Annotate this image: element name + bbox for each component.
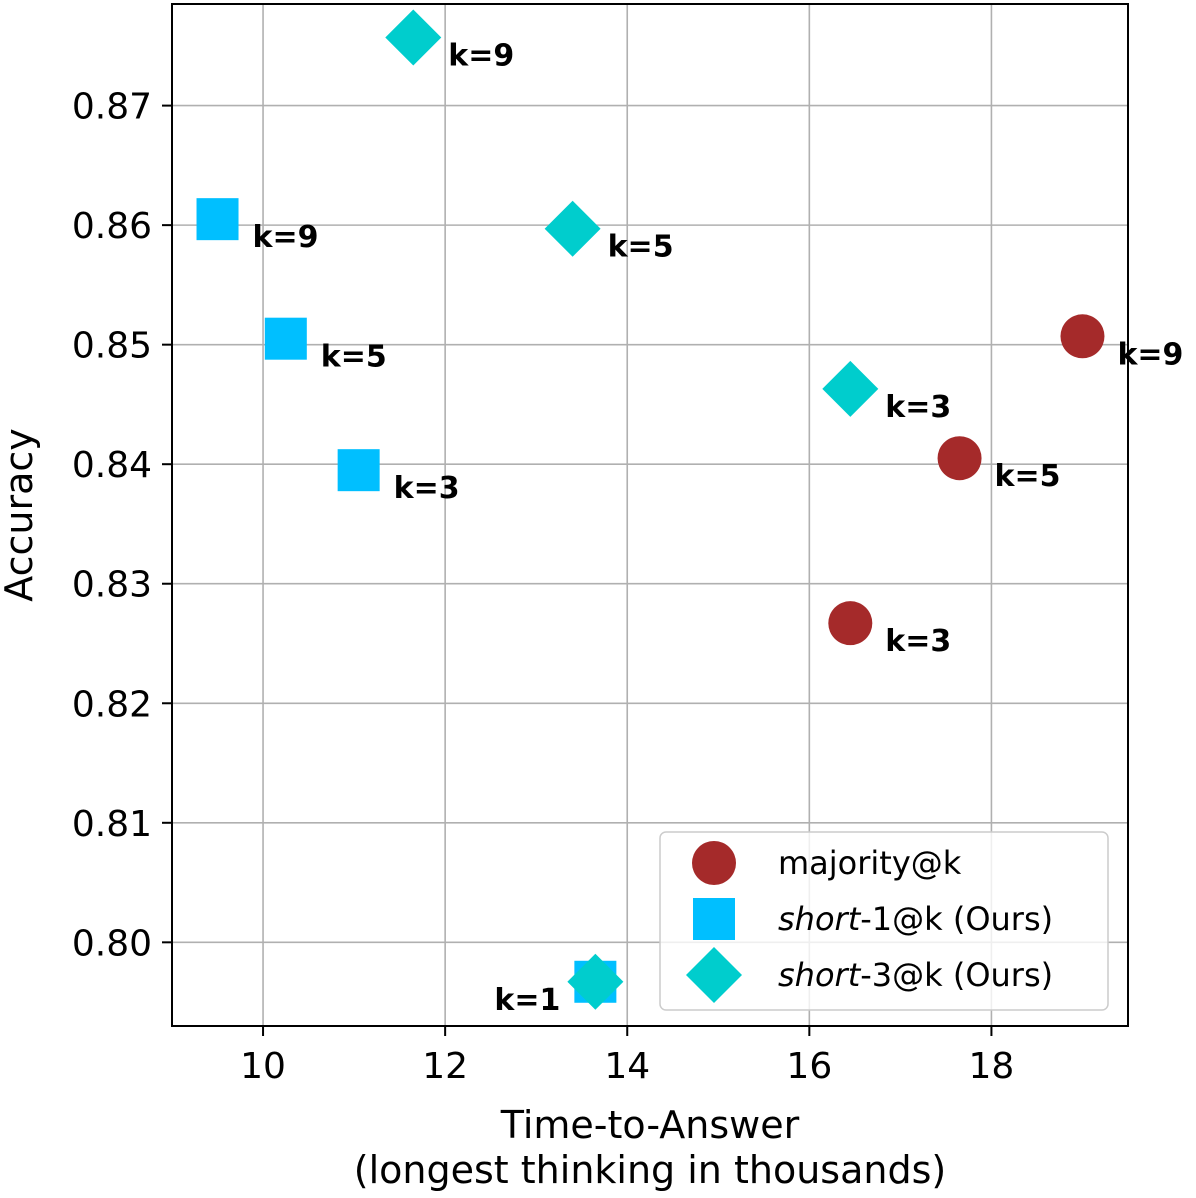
- diamond-point: [567, 953, 624, 1010]
- point-label: k=9: [253, 220, 319, 255]
- legend-circle-marker: [692, 841, 736, 885]
- y-tick-label: 0.80: [72, 923, 152, 964]
- circle-point: [937, 436, 982, 481]
- point-labels: k=3 k=5 k=9 k=3 k=5 k=9 k=1 k=3 k=5 k=9: [253, 38, 1184, 1017]
- plot-frame: [171, 3, 1129, 1027]
- point-label: k=5: [608, 230, 674, 265]
- point-label: k=3: [885, 390, 951, 425]
- x-axis-title: Time-to-Answer: [500, 1103, 800, 1147]
- x-tick-label: 12: [422, 1046, 468, 1087]
- legend-label: short-3@k (Ours): [778, 956, 1053, 994]
- diamond-point: [822, 360, 879, 417]
- circle-point: [828, 601, 873, 646]
- y-axis-title: Accuracy: [0, 428, 41, 602]
- y-tick-label: 0.83: [72, 565, 152, 606]
- x-tick-label: 18: [969, 1046, 1015, 1087]
- point-label: k=1: [494, 983, 560, 1018]
- point-label: k=9: [448, 38, 514, 73]
- diamond-point: [544, 200, 601, 257]
- y-tick-label: 0.87: [72, 87, 152, 128]
- legend: majority@k short-1@k (Ours) short-3@k (Our…: [659, 831, 1109, 1011]
- point-label: k=9: [1117, 337, 1183, 372]
- diamond-point: [385, 9, 442, 66]
- y-tick-label: 0.81: [72, 804, 152, 845]
- x-tick-label: 14: [604, 1046, 650, 1087]
- point-label: k=3: [394, 471, 460, 506]
- y-tick-label: 0.85: [72, 326, 152, 367]
- circle-point: [1060, 314, 1105, 359]
- axis-ticks: 10 12 14 16 18 0.80 0.81 0.82 0.83 0.84 0.85 0.86 0.…: [72, 87, 1014, 1087]
- legend-label: majority@k: [778, 844, 962, 882]
- legend-diamond-marker: [686, 947, 742, 1003]
- data-points: [196, 9, 1105, 1010]
- legend-box: [659, 831, 1109, 1011]
- point-label: k=5: [321, 340, 387, 375]
- legend-square-marker: [693, 898, 735, 940]
- x-axis-subtitle: (longest thinking in thousands): [354, 1148, 946, 1192]
- y-tick-label: 0.82: [72, 684, 152, 725]
- legend-label: short-1@k (Ours): [778, 900, 1053, 938]
- x-tick-label: 16: [786, 1046, 832, 1087]
- square-point: [264, 317, 307, 360]
- square-point: [337, 449, 380, 492]
- point-label: k=5: [995, 459, 1061, 494]
- point-label: k=3: [885, 624, 951, 659]
- x-tick-label: 10: [240, 1046, 286, 1087]
- y-tick-label: 0.86: [72, 206, 152, 247]
- square-point: [196, 198, 239, 241]
- y-tick-label: 0.84: [72, 445, 152, 486]
